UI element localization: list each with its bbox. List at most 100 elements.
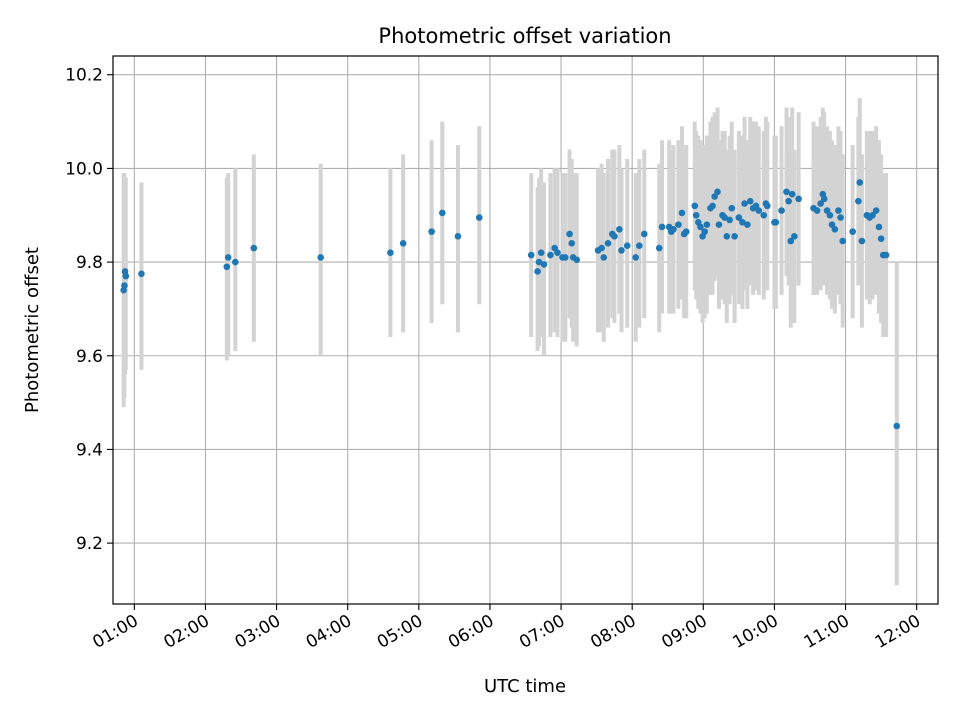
data-point: [856, 179, 864, 186]
data-point: [703, 221, 711, 228]
x-tick-label: 08:00: [587, 611, 639, 653]
data-point: [697, 223, 704, 231]
data-point: [877, 235, 885, 242]
data-point: [537, 249, 545, 257]
data-point: [121, 282, 128, 289]
data-point: [760, 211, 768, 219]
data-point: [454, 233, 462, 240]
data-point: [721, 214, 728, 221]
data-point: [223, 263, 231, 271]
data-point: [562, 254, 569, 261]
data-point: [831, 225, 839, 233]
data-point: [817, 200, 824, 207]
data-point: [875, 223, 883, 231]
data-point: [224, 254, 232, 261]
data-point: [858, 237, 866, 245]
data-point: [728, 204, 736, 212]
data-point: [399, 240, 407, 247]
data-point: [527, 251, 535, 259]
x-tick-label: 06:00: [445, 611, 497, 653]
data-point: [813, 207, 821, 214]
data-point: [632, 254, 640, 261]
data-point: [872, 207, 880, 214]
data-point: [387, 249, 394, 257]
y-axis-ticks: 9.2 9.4 9.6 9.8 10.0 10.2: [65, 66, 113, 554]
data-point: [739, 218, 746, 226]
data-point: [568, 240, 576, 247]
y-tick-label: 9.6: [76, 347, 103, 367]
data-point: [882, 251, 890, 259]
data-point: [535, 258, 543, 266]
chart-title: Photometric offset variation: [378, 24, 671, 48]
data-point: [598, 244, 605, 252]
data-point: [640, 230, 648, 238]
data-point: [783, 188, 790, 196]
data-point: [839, 237, 846, 245]
x-tick-label: 02:00: [161, 611, 213, 653]
error-bars: [121, 98, 899, 586]
data-point: [714, 188, 721, 196]
data-point: [826, 211, 834, 219]
data-point: [785, 197, 792, 205]
data-point: [604, 240, 612, 247]
data-point: [623, 242, 631, 249]
data-point: [735, 214, 743, 221]
x-tick-label: 11:00: [801, 611, 853, 653]
data-point: [869, 211, 876, 219]
data-point: [618, 247, 625, 254]
x-tick-label: 04:00: [303, 611, 355, 653]
data-point: [675, 221, 682, 228]
y-tick-label: 9.8: [76, 253, 103, 273]
data-point: [772, 218, 780, 226]
x-tick-label: 09:00: [658, 611, 710, 653]
data-point: [755, 207, 763, 214]
data-point: [122, 272, 130, 280]
data-point: [682, 228, 690, 235]
data-point: [678, 209, 686, 217]
data-point: [723, 233, 731, 240]
data-point: [611, 233, 618, 240]
data-point: [658, 223, 666, 231]
data-point: [820, 195, 828, 203]
data-point: [616, 225, 623, 233]
y-tick-label: 10.2: [65, 66, 103, 86]
data-point: [635, 242, 643, 249]
data-point: [726, 216, 733, 224]
data-point: [788, 190, 796, 198]
x-tick-label: 12:00: [872, 611, 924, 653]
data-point: [855, 197, 862, 205]
data-point: [475, 214, 483, 221]
y-axis-label: Photometric offset: [22, 247, 43, 413]
x-tick-label: 05:00: [374, 611, 426, 653]
data-point: [835, 207, 842, 214]
data-point: [778, 207, 785, 214]
data-point: [232, 258, 239, 266]
x-axis-ticks: 01:00 02:00 03:00 04:00 05:00 06:00 07:00 08:00…: [89, 604, 924, 653]
data-point: [701, 228, 709, 235]
data-point: [554, 249, 561, 257]
data-point: [837, 214, 844, 221]
y-tick-label: 9.4: [76, 440, 103, 460]
x-tick-label: 03:00: [232, 611, 284, 653]
data-point: [715, 221, 723, 228]
data-point: [438, 209, 446, 217]
data-point: [795, 195, 802, 203]
data-point: [744, 221, 751, 228]
data-point: [540, 261, 548, 268]
data-point: [600, 254, 608, 261]
data-point: [138, 270, 145, 278]
data-point: [573, 256, 581, 264]
data-point: [428, 228, 435, 235]
x-tick-label: 10:00: [729, 611, 781, 653]
x-tick-label: 07:00: [516, 611, 568, 653]
plot-area-frame: [112, 55, 939, 605]
grid-lines: [113, 56, 938, 604]
data-point: [655, 244, 663, 252]
data-point: [691, 202, 699, 210]
data-point: [893, 422, 901, 430]
y-tick-label: 9.2: [76, 534, 103, 554]
data-point: [566, 230, 573, 238]
data-point: [746, 197, 754, 205]
x-axis-label: UTC time: [484, 676, 566, 697]
